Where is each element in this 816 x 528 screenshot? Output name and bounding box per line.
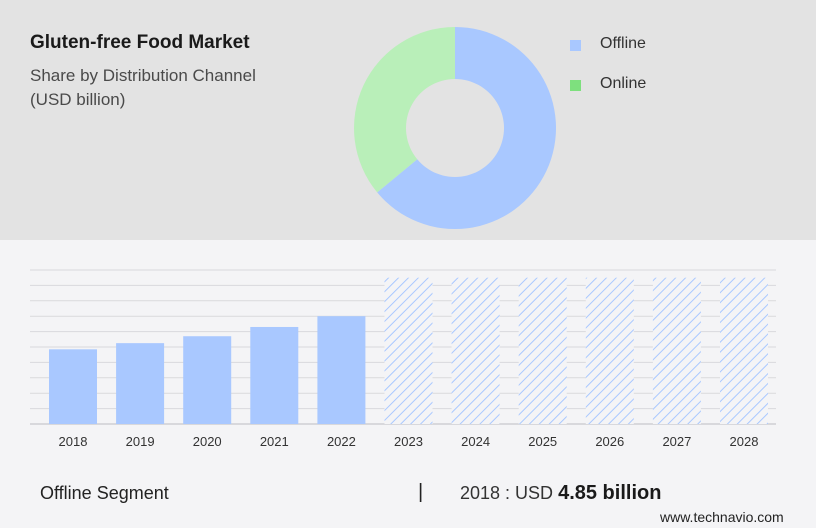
x-tick-label: 2022: [327, 434, 356, 449]
donut-slice-offline: [377, 27, 556, 230]
x-tick-label: 2019: [126, 434, 155, 449]
legend-swatch-offline: [570, 40, 581, 51]
forecast-bar-2023: [384, 277, 433, 424]
donut-slice-online: [354, 27, 455, 193]
bar-chart: 2018 2019 2020 2021 2022 2023 2024 2025 2026 2027…: [30, 269, 776, 449]
x-tick-label: 2018: [59, 434, 88, 449]
chart-subtitle: Share by Distribution Channel (USD billi…: [30, 64, 330, 112]
brand-url: www.technavio.com: [660, 509, 784, 525]
bar-2019: [116, 343, 165, 424]
footer-segment: Offline Segment: [40, 483, 169, 503]
forecast-bar-2026: [585, 277, 634, 424]
x-tick-label: 2024: [461, 434, 490, 449]
x-tick-label: 2023: [394, 434, 423, 449]
forecast-bar-2027: [652, 277, 701, 424]
forecast-bar-2028: [720, 277, 768, 424]
forecast-bar-2025: [518, 277, 567, 424]
x-tick-label: 2025: [528, 434, 557, 449]
bar-2018: [49, 349, 97, 424]
forecast-bar-2024: [451, 277, 500, 424]
subtitle-text: Share by Distribution Channel: [30, 66, 256, 85]
x-tick-label: 2028: [730, 434, 759, 449]
footer-separator: |: [418, 481, 424, 503]
x-tick-label: 2026: [595, 434, 624, 449]
chart-title: Gluten-free Food Market: [30, 32, 250, 53]
footer-year-label: 2018 : USD: [460, 483, 554, 503]
footer-amount: 4.85 billion: [558, 482, 662, 504]
legend-label-online: Online: [600, 75, 647, 92]
bar-2020: [183, 336, 232, 424]
x-tick-label: 2027: [662, 434, 691, 449]
legend-label-offline: Offline: [600, 35, 646, 52]
bar-2021: [250, 326, 299, 424]
footer-value: 2018 : USD 4.85 billion: [460, 482, 661, 505]
x-tick-label: 2020: [193, 434, 222, 449]
bar-2022: [317, 316, 366, 424]
unit-text: (USD billion): [30, 90, 126, 109]
x-tick-label: 2021: [260, 434, 289, 449]
donut-chart: [354, 27, 556, 230]
legend-swatch-online: [570, 80, 581, 91]
